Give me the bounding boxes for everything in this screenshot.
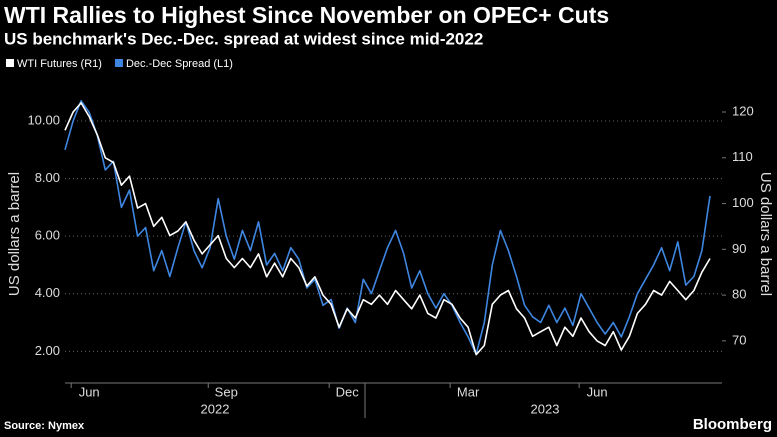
y2-tick-label: 90: [732, 241, 746, 256]
y-tick-label: 2.00: [35, 343, 60, 358]
x-tick-label: Dec: [336, 384, 360, 399]
y-tick-label: 8.00: [35, 170, 60, 185]
y-tick-label: 4.00: [35, 285, 60, 300]
x-tick-label: Sep: [215, 384, 238, 399]
y-tick-label: 6.00: [35, 228, 60, 243]
chart-subtitle: US benchmark's Dec.-Dec. spread at wides…: [4, 29, 483, 48]
series-line: [64, 102, 711, 356]
legend-label: WTI Futures (R1): [17, 58, 102, 70]
series-line: [64, 100, 711, 355]
y2-tick-label: 80: [732, 287, 746, 302]
y2-tick-label: 120: [732, 103, 754, 118]
y2-tick-label: 100: [732, 195, 754, 210]
x-tick-label: Jun: [587, 384, 608, 399]
y-axis-title: US dollars a barrel: [6, 172, 23, 296]
x-tick-label: Jun: [79, 384, 100, 399]
x-tick-label: Mar: [457, 384, 480, 399]
year-label: 2022: [201, 401, 230, 416]
y2-tick-label: 110: [732, 149, 753, 164]
legend-swatch: [6, 59, 14, 67]
year-label: 2023: [531, 401, 560, 416]
source: Source: Nymex: [4, 420, 85, 432]
y-tick-label: 10.00: [27, 112, 60, 127]
y2-axis-title: US dollars a barrel: [757, 172, 774, 296]
y2-tick-label: 70: [732, 332, 746, 347]
legend-label: Dec.-Dec Spread (L1): [126, 58, 233, 70]
legend-swatch: [114, 59, 123, 67]
brand: Bloomberg: [693, 416, 772, 433]
chart-title: WTI Rallies to Highest Since November on…: [4, 2, 609, 28]
